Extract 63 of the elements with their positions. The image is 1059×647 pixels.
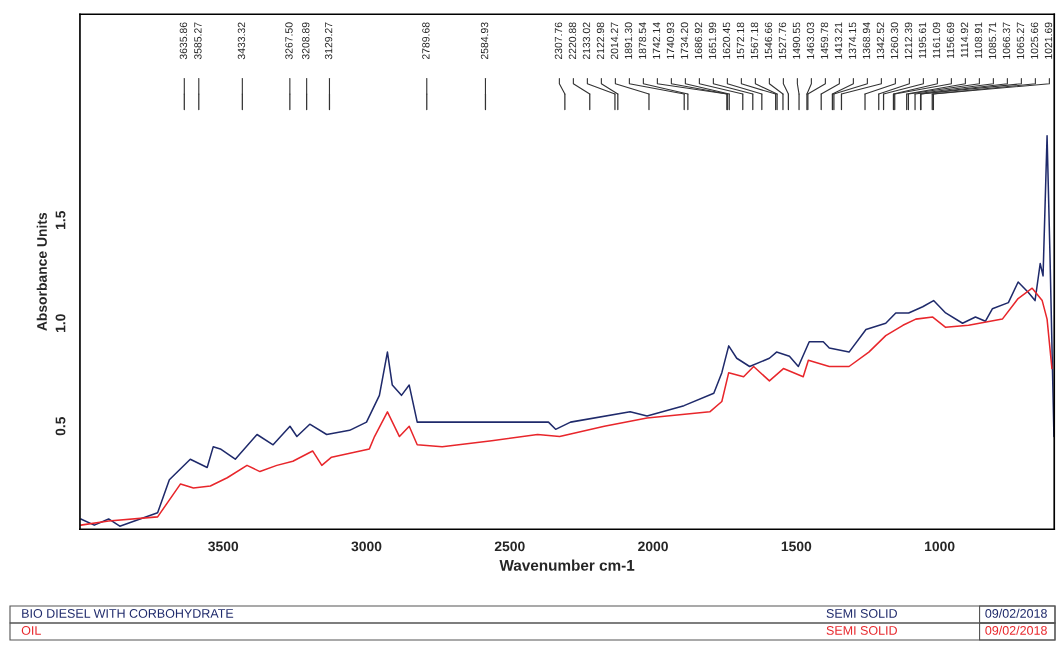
annotation: 1156.69 [946,22,955,59]
annotation: 2584.93 [480,22,489,60]
annotation: 1891.30 [624,22,633,59]
x-tick-label: 1500 [781,541,812,552]
text: 09/02/2018 [985,625,1047,635]
x-axis-title: Wavenumber cm-1 [499,559,635,571]
line-series [80,287,1053,526]
annotation: 1490.55 [792,22,801,59]
annotation: 1567.18 [750,22,759,59]
annotation: 1572.18 [736,22,745,59]
annotation: 1734.20 [680,22,689,59]
annotation: 2220.88 [568,22,577,60]
annotation: 1740.93 [666,22,675,59]
annotation: 1161.09 [932,22,941,59]
text: SEMI SOLID [826,626,897,635]
annotation: 1413.21 [834,22,843,59]
annotation: 1546.66 [764,22,773,59]
annotation: 3585.27 [194,22,202,60]
annotation: 2122.98 [596,22,605,60]
annotation: 1066.37 [1002,22,1011,59]
annotation: 2133.02 [582,22,591,60]
annotation: 1527.76 [778,22,787,59]
annotation: 3635.86 [179,22,188,60]
y-tick-label: 1.0 [55,314,66,333]
annotation: 1195.61 [918,22,927,59]
annotation: 1463.03 [806,22,815,59]
x-tick-label: 1000 [925,541,955,552]
y-tick-label: 0.5 [55,416,66,436]
annotation: 2789.68 [422,22,430,60]
annotation: 1368.94 [862,22,871,59]
annotation: 2307.76 [554,22,563,60]
x-tick-label: 3500 [208,541,239,552]
annotation: 1114.92 [960,22,969,58]
annotation: 2014.27 [610,22,619,60]
annotation: 1065.27 [1016,22,1025,59]
annotation: 1108.91 [974,22,983,59]
annotation: 1021.69 [1044,22,1053,59]
annotation: 1260.30 [890,22,899,59]
annotation: 1025.66 [1030,22,1039,59]
text: BIO DIESEL WITH CORBOHYDRATE [22,609,234,618]
text: OIL [21,626,41,635]
x-tick-label: 2000 [638,541,668,552]
annotation: 1342.52 [876,22,885,59]
text: 09/02/2018 [985,608,1047,618]
x-tick-label: 2500 [494,541,525,552]
annotation: 3267.50 [285,22,293,60]
annotation: 3433.32 [237,22,246,60]
annotation: 1742.14 [652,22,661,59]
annotation: 1651.99 [708,22,717,59]
y-axis-title: Absorbance Units [36,212,47,331]
annotation: 1620.45 [722,22,731,59]
text: SEMI SOLID [826,609,897,618]
annotation: 1374.15 [848,22,857,59]
annotation: 3129.27 [324,22,333,60]
annotation: 3208.89 [302,22,310,60]
x-tick-label: 3000 [351,541,382,552]
annotation: 1212.39 [904,22,913,59]
y-tick-label: 1.5 [55,210,66,230]
annotation: 1686.92 [694,22,703,59]
annotation: 1878.54 [638,22,647,59]
line-series [80,135,1055,527]
annotation: 1085.71 [988,22,997,59]
annotation: 1459.78 [820,22,829,59]
